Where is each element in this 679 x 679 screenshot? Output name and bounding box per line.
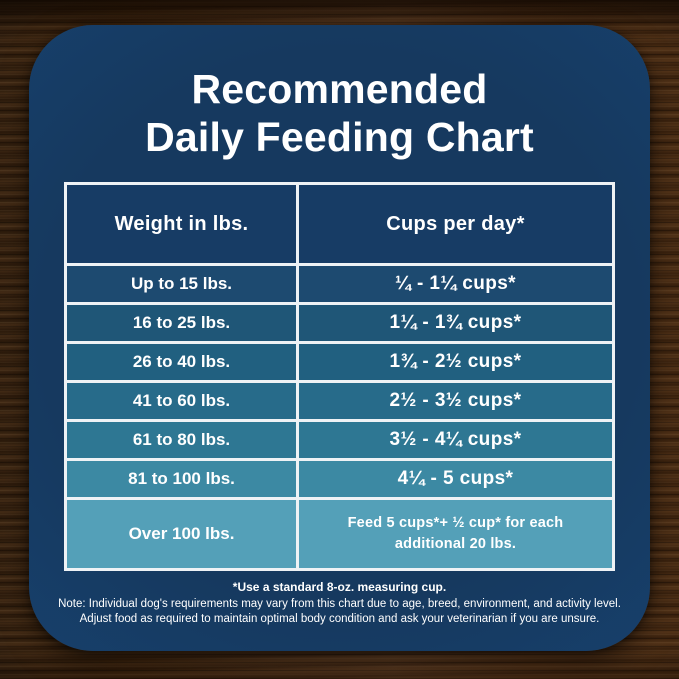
- weight-cell: 26 to 40 lbs.: [67, 344, 296, 380]
- cups-cell: Feed 5 cups*+ ½ cup* for each additional…: [299, 500, 612, 568]
- weight-cell: 16 to 25 lbs.: [67, 305, 296, 341]
- footnote-note-line: Note: Individual dog's requirements may …: [58, 598, 621, 611]
- footnote-adjust-line: Adjust food as required to maintain opti…: [79, 613, 600, 626]
- weight-cell: 61 to 80 lbs.: [67, 422, 296, 458]
- header-cups: Cups per day*: [299, 185, 612, 263]
- footnotes: *Use a standard 8-oz. measuring cup. Not…: [29, 579, 650, 628]
- cups-cell: 2½ - 3½ cups*: [299, 383, 612, 419]
- feeding-chart-card: Recommended Daily Feeding Chart Weight i…: [29, 25, 650, 651]
- cups-cell: 3½ - 4¼ cups*: [299, 422, 612, 458]
- feeding-table: Weight in lbs. Cups per day* Up to 15 lb…: [64, 182, 615, 571]
- footnote-measuring-cup: *Use a standard 8-oz. measuring cup.: [232, 580, 447, 594]
- page-title: Recommended Daily Feeding Chart: [29, 65, 650, 162]
- cups-cell: 4¼ - 5 cups*: [299, 461, 612, 497]
- cups-cell: 1¼ - 1¾ cups*: [299, 305, 612, 341]
- weight-cell: 81 to 100 lbs.: [67, 461, 296, 497]
- header-weight: Weight in lbs.: [67, 185, 296, 263]
- weight-cell: 41 to 60 lbs.: [67, 383, 296, 419]
- cups-cell: ¼ - 1¼ cups*: [299, 266, 612, 302]
- weight-cell: Over 100 lbs.: [67, 500, 296, 568]
- title-line-2: Daily Feeding Chart: [145, 114, 534, 161]
- cups-cell: 1¾ - 2½ cups*: [299, 344, 612, 380]
- weight-cell: Up to 15 lbs.: [67, 266, 296, 302]
- title-line-1: Recommended: [191, 66, 488, 112]
